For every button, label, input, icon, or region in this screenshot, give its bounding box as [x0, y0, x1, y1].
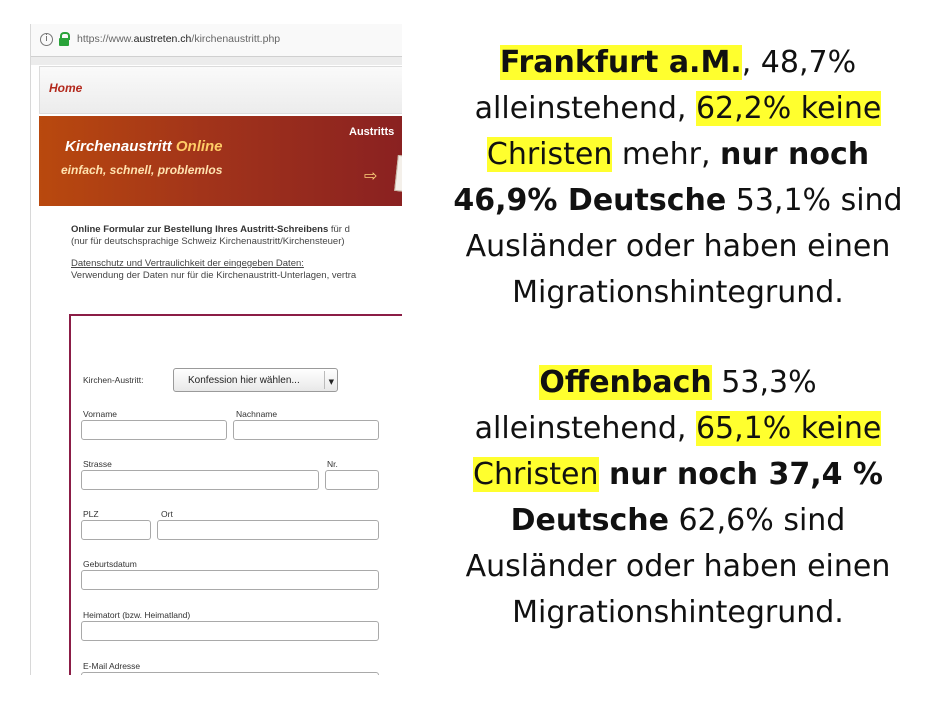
heimatort-input[interactable]	[81, 621, 379, 641]
strasse-label: Strasse	[83, 459, 112, 469]
heimatort-label: Heimatort (bzw. Heimatland)	[83, 610, 191, 620]
nav-home-link[interactable]: Home	[49, 81, 83, 95]
geburtsdatum-input[interactable]	[81, 570, 379, 590]
offenbach-city: Offenbach	[539, 365, 712, 400]
email-input[interactable]	[81, 672, 379, 675]
email-label: E-Mail Adresse	[83, 661, 141, 671]
frankfurt-line-4: 46,9% Deutsche 53,1% sind	[453, 183, 903, 218]
chevron-down-icon: ▼	[328, 378, 334, 386]
nr-input[interactable]	[325, 470, 379, 490]
url-text[interactable]: https://www.austreten.ch/kirchenaustritt…	[77, 33, 281, 45]
nachname-label: Nachname	[236, 409, 278, 419]
website-screenshot: i https://www.austreten.ch/kirchenaustri…	[30, 24, 402, 675]
intro-text: Online Formular zur Bestellung Ihres Aus…	[71, 224, 402, 282]
arrow-right-icon: ⇨	[364, 166, 378, 185]
site-banner: Kirchenaustritt Online einfach, schnell,…	[39, 116, 402, 206]
banner-title: Kirchenaustritt Online	[65, 138, 223, 155]
vorname-input[interactable]	[81, 420, 227, 440]
offenbach-line-6: Migrationshintegrund.	[512, 595, 844, 630]
order-form: Kirchen-Austritt: Konfession hier wählen…	[69, 314, 402, 675]
info-icon[interactable]: i	[40, 33, 53, 46]
offenbach-line-5: Ausländer oder haben einen	[465, 549, 891, 584]
vorname-label: Vorname	[83, 409, 118, 419]
plz-label: PLZ	[83, 509, 99, 519]
address-bar[interactable]: i https://www.austreten.ch/kirchenaustri…	[31, 24, 402, 57]
frankfurt-line-6: Migrationshintegrund.	[512, 275, 844, 310]
offenbach-line-1: Offenbach 53,3%	[539, 365, 817, 400]
frankfurt-city: Frankfurt a.M.	[499, 45, 742, 80]
document-icon	[394, 154, 402, 194]
frankfurt-line-1: Frankfurt a.M., 48,7%	[499, 45, 857, 80]
geburtsdatum-label: Geburtsdatum	[83, 559, 137, 569]
frankfurt-line-3: Christen mehr, nur noch	[486, 137, 870, 172]
offenbach-line-2: alleinstehend, 65,1% keine	[474, 411, 882, 446]
ort-input[interactable]	[157, 520, 379, 540]
nr-label: Nr.	[327, 459, 338, 469]
frankfurt-line-2: alleinstehend, 62,2% keine	[474, 91, 882, 126]
site-nav: Home	[39, 66, 402, 114]
toolbar-gap	[31, 57, 402, 65]
plz-input[interactable]	[81, 520, 151, 540]
offenbach-line-4: Deutsche 62,6% sind	[510, 503, 846, 538]
strasse-input[interactable]	[81, 470, 319, 490]
slide-text: Frankfurt a.M., 48,7% alleinstehend, 62,…	[420, 40, 936, 636]
ort-label: Ort	[161, 509, 173, 519]
kirchen-austritt-label: Kirchen-Austritt:	[83, 375, 144, 385]
konfession-select[interactable]: Konfession hier wählen... ▼	[173, 368, 338, 392]
privacy-link[interactable]: Datenschutz und Vertraulichkeit der eing…	[71, 258, 304, 269]
nachname-input[interactable]	[233, 420, 379, 440]
banner-right-text: Austritts	[349, 126, 395, 138]
frankfurt-line-5: Ausländer oder haben einen	[465, 229, 891, 264]
offenbach-line-3: Christen nur noch 37,4 %	[473, 457, 883, 492]
banner-subtitle: einfach, schnell, problemlos	[61, 163, 223, 177]
lock-icon	[59, 32, 70, 46]
